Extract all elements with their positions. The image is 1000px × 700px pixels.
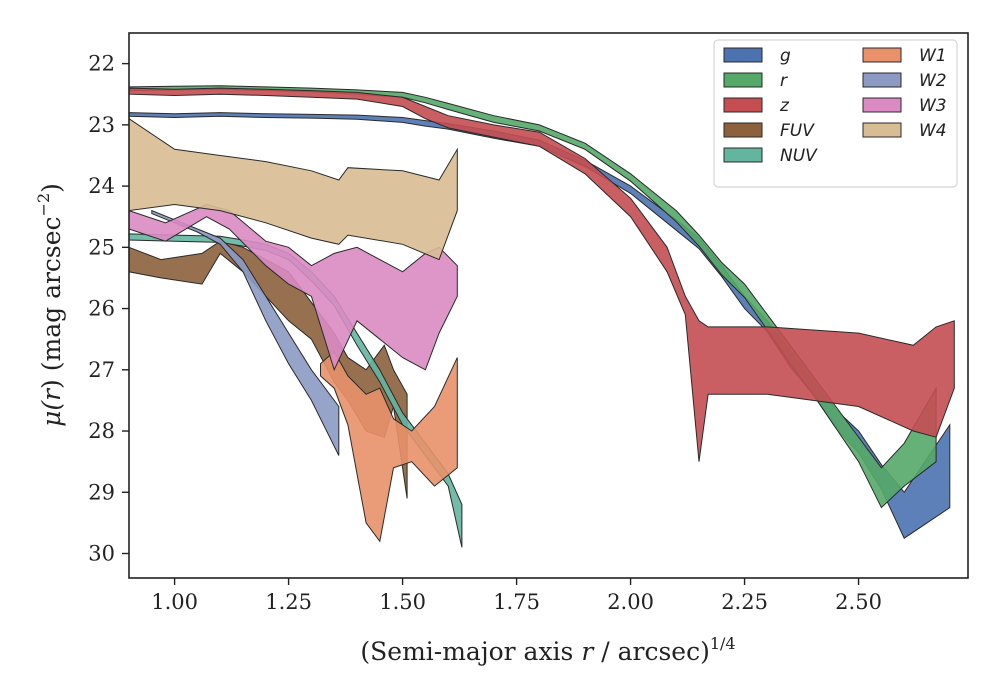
band-r	[128, 85, 937, 509]
y-axis: 22 23 24 25 26 27 28 29 30	[88, 52, 129, 566]
band-w4	[128, 117, 458, 261]
legend-label-g: g	[780, 46, 791, 66]
y-tick-label: 26	[88, 297, 115, 321]
legend: grz FUV NUV W1 W2 W3 W4	[713, 39, 958, 188]
legend-swatch-nuv	[723, 147, 763, 163]
plot-frame	[128, 32, 969, 579]
legend-swatch-w1	[862, 47, 902, 63]
x-tick-label: 1.50	[379, 590, 426, 614]
y-axis-label: μ(r) (mag arcsec−2)	[34, 183, 66, 427]
legend-swatch-w4	[862, 122, 902, 138]
x-tick-label: 2.25	[721, 590, 768, 614]
legend-label-w3: W3	[919, 96, 947, 116]
legend-swatch-w2	[862, 72, 902, 88]
band-w3	[128, 203, 458, 372]
x-tick-label: 2.50	[835, 590, 882, 614]
legend-label-fuv: FUV	[780, 121, 815, 141]
legend-swatch-g	[723, 47, 763, 63]
x-axis: 1.00 1.25 1.50 1.75 2.00 2.25 2.50	[151, 578, 882, 614]
legend-label-z: z	[779, 96, 790, 116]
x-axis-label: (Semi-major axis r / arcsec)1/4	[360, 634, 735, 666]
x-tick-label: 1.00	[151, 590, 198, 614]
legend-label-w4: W4	[919, 121, 947, 141]
y-tick-label: 24	[88, 174, 115, 198]
x-tick-label: 1.75	[493, 590, 540, 614]
legend-swatch-r	[723, 72, 763, 88]
legend-label-w2: W2	[919, 71, 947, 91]
y-tick-label: 25	[88, 235, 115, 259]
legend-swatch-w3	[862, 97, 902, 113]
band-w1	[320, 350, 458, 543]
y-tick-label: 27	[88, 358, 115, 382]
legend-label-nuv: NUV	[780, 146, 818, 166]
y-tick-label: 23	[88, 113, 115, 137]
band-w2	[151, 209, 340, 456]
band-z	[128, 87, 955, 462]
x-tick-label: 2.00	[607, 590, 654, 614]
y-tick-label: 29	[88, 480, 115, 504]
legend-label-w1: W1	[919, 46, 947, 66]
x-tick-label: 1.25	[265, 590, 312, 614]
legend-swatch-fuv	[723, 122, 763, 138]
y-tick-label: 28	[88, 419, 115, 443]
profile-bands	[128, 85, 955, 548]
legend-swatch-z	[723, 97, 763, 113]
y-tick-label: 30	[88, 542, 115, 566]
legend-label-r: r	[780, 71, 788, 91]
y-tick-label: 22	[88, 52, 115, 76]
